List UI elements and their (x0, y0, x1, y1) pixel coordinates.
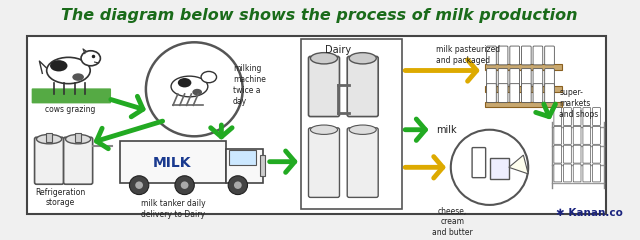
FancyBboxPatch shape (498, 46, 508, 65)
FancyBboxPatch shape (484, 86, 562, 92)
FancyBboxPatch shape (510, 46, 520, 65)
Polygon shape (509, 155, 528, 174)
FancyBboxPatch shape (593, 108, 600, 126)
FancyBboxPatch shape (348, 128, 378, 197)
FancyBboxPatch shape (348, 56, 378, 117)
Circle shape (234, 181, 242, 189)
Ellipse shape (201, 72, 216, 83)
Text: Dairy: Dairy (325, 45, 351, 55)
Circle shape (228, 176, 248, 195)
Text: Refrigeration
storage: Refrigeration storage (36, 188, 86, 207)
FancyBboxPatch shape (545, 69, 554, 87)
FancyBboxPatch shape (63, 137, 93, 184)
FancyBboxPatch shape (583, 108, 591, 126)
FancyBboxPatch shape (522, 46, 531, 65)
FancyBboxPatch shape (486, 46, 496, 65)
FancyBboxPatch shape (573, 108, 581, 126)
FancyBboxPatch shape (583, 145, 591, 163)
FancyBboxPatch shape (486, 69, 496, 87)
FancyBboxPatch shape (564, 145, 572, 163)
Text: cheese,
cream
and butter: cheese, cream and butter (433, 207, 473, 237)
FancyBboxPatch shape (573, 126, 581, 144)
Text: ✱ Kanan.co: ✱ Kanan.co (556, 208, 623, 218)
FancyBboxPatch shape (573, 145, 581, 163)
FancyBboxPatch shape (498, 69, 508, 87)
FancyBboxPatch shape (308, 56, 339, 117)
Ellipse shape (310, 125, 337, 134)
Bar (27, 36, 605, 214)
Ellipse shape (65, 134, 91, 144)
FancyBboxPatch shape (545, 84, 554, 102)
FancyBboxPatch shape (573, 164, 581, 182)
FancyBboxPatch shape (522, 69, 531, 87)
FancyBboxPatch shape (564, 108, 572, 126)
FancyBboxPatch shape (564, 164, 572, 182)
FancyBboxPatch shape (498, 84, 508, 102)
FancyBboxPatch shape (486, 84, 496, 102)
FancyBboxPatch shape (229, 150, 256, 165)
Text: milk: milk (436, 125, 457, 135)
FancyBboxPatch shape (554, 164, 562, 182)
FancyBboxPatch shape (545, 46, 554, 65)
FancyBboxPatch shape (554, 126, 562, 144)
FancyBboxPatch shape (533, 46, 543, 65)
Circle shape (129, 176, 148, 195)
FancyBboxPatch shape (260, 155, 265, 176)
Text: super-
markets
and shops: super- markets and shops (559, 88, 598, 119)
Circle shape (135, 181, 143, 189)
FancyBboxPatch shape (76, 132, 81, 142)
Ellipse shape (193, 89, 202, 96)
FancyBboxPatch shape (120, 141, 226, 183)
FancyBboxPatch shape (35, 137, 63, 184)
FancyBboxPatch shape (308, 128, 339, 197)
Text: MILK: MILK (153, 156, 191, 170)
Bar (301, 40, 403, 209)
FancyBboxPatch shape (484, 102, 562, 107)
Text: The diagram below shows the process of milk production: The diagram below shows the process of m… (61, 8, 577, 23)
FancyBboxPatch shape (554, 108, 562, 126)
FancyBboxPatch shape (593, 126, 600, 144)
Text: milking
machine
twice a
day: milking machine twice a day (233, 64, 266, 106)
FancyBboxPatch shape (522, 84, 531, 102)
Text: milk pasteurized
and packaged: milk pasteurized and packaged (436, 45, 500, 65)
FancyBboxPatch shape (593, 145, 600, 163)
Ellipse shape (310, 53, 337, 64)
Ellipse shape (178, 78, 191, 87)
FancyBboxPatch shape (533, 69, 543, 87)
Circle shape (451, 130, 528, 205)
Ellipse shape (349, 53, 376, 64)
Ellipse shape (36, 134, 61, 144)
Circle shape (175, 176, 195, 195)
Ellipse shape (72, 73, 84, 81)
FancyBboxPatch shape (554, 145, 562, 163)
Ellipse shape (50, 60, 67, 72)
FancyBboxPatch shape (564, 126, 572, 144)
FancyBboxPatch shape (31, 88, 111, 103)
Circle shape (146, 42, 243, 136)
Text: milk tanker daily
delivery to Dairy: milk tanker daily delivery to Dairy (141, 199, 205, 219)
FancyBboxPatch shape (484, 64, 562, 70)
Ellipse shape (81, 51, 100, 66)
FancyBboxPatch shape (472, 148, 486, 178)
Text: cows grazing: cows grazing (45, 105, 95, 114)
FancyBboxPatch shape (226, 149, 263, 183)
FancyBboxPatch shape (46, 132, 52, 142)
FancyBboxPatch shape (510, 84, 520, 102)
FancyBboxPatch shape (533, 84, 543, 102)
FancyBboxPatch shape (583, 126, 591, 144)
Circle shape (180, 181, 188, 189)
FancyBboxPatch shape (583, 164, 591, 182)
Ellipse shape (47, 57, 90, 84)
FancyBboxPatch shape (510, 69, 520, 87)
Ellipse shape (171, 76, 208, 97)
Ellipse shape (349, 125, 376, 134)
FancyBboxPatch shape (490, 158, 509, 179)
FancyBboxPatch shape (593, 164, 600, 182)
